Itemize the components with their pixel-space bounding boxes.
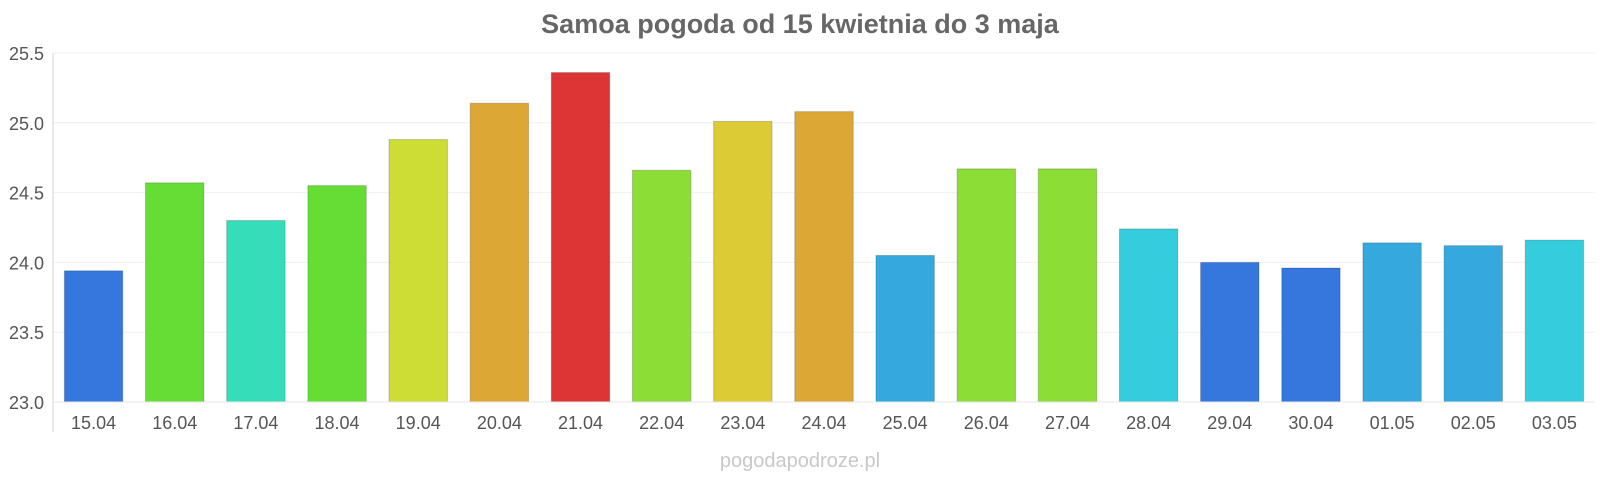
y-tick-label: 24.5 [9, 184, 44, 204]
x-tick-label: 19.04 [396, 413, 441, 433]
bar-30.04[interactable] [1281, 267, 1341, 403]
bar-26.04[interactable] [956, 168, 1017, 403]
bar-01.05[interactable] [1362, 242, 1422, 403]
watermark: pogodapodroze.pl [720, 450, 880, 472]
x-tick-label: 16.04 [152, 413, 197, 433]
y-axis: 23.0 23.5 24.0 24.5 25.0 25.5 [9, 44, 54, 432]
x-tick-label: 22.04 [639, 413, 684, 433]
bar-23.04[interactable] [713, 120, 773, 403]
x-axis: 15.04 16.04 17.04 18.04 19.04 20.04 21.04 22.04… [53, 401, 1595, 433]
x-tick-label: 23.04 [720, 413, 765, 433]
bar-19.04[interactable] [388, 139, 448, 403]
x-tick-label: 15.04 [71, 413, 116, 433]
x-tick-label: 18.04 [315, 413, 360, 433]
x-tick-label: 27.04 [1045, 413, 1090, 433]
bar-15.04[interactable] [63, 270, 124, 403]
x-tick-label: 30.04 [1288, 413, 1333, 433]
bar-28.04[interactable] [1118, 228, 1179, 403]
bar-18.04[interactable] [307, 185, 367, 403]
bars [63, 72, 1585, 403]
x-tick-label: 28.04 [1126, 413, 1171, 433]
y-tick-label: 23.5 [9, 323, 44, 343]
x-tick-label: 29.04 [1207, 413, 1252, 433]
bar-27.04[interactable] [1037, 168, 1098, 403]
bar-03.05[interactable] [1524, 239, 1585, 403]
x-tick-label: 24.04 [801, 413, 846, 433]
bar-16.04[interactable] [145, 182, 205, 403]
bar-21.04[interactable] [550, 72, 611, 403]
y-tick-label: 25.5 [9, 44, 44, 64]
x-tick-label: 01.05 [1370, 413, 1415, 433]
bar-25.04[interactable] [875, 254, 935, 403]
x-tick-label: 25.04 [883, 413, 928, 433]
bar-17.04[interactable] [226, 220, 286, 403]
y-tick-label: 25.0 [9, 114, 44, 134]
y-tick-label: 23.0 [9, 393, 44, 413]
x-tick-label: 21.04 [558, 413, 603, 433]
y-tick-label: 24.0 [9, 253, 44, 273]
chart-title: Samoa pogoda od 15 kwietnia do 3 maja [541, 9, 1060, 39]
bar-29.04[interactable] [1200, 261, 1260, 403]
x-tick-label: 17.04 [233, 413, 278, 433]
bar-22.04[interactable] [631, 169, 692, 403]
bar-24.04[interactable] [794, 111, 854, 403]
x-tick-label: 26.04 [964, 413, 1009, 433]
x-tick-label: 20.04 [477, 413, 522, 433]
bar-02.05[interactable] [1443, 245, 1503, 403]
x-tick-label: 02.05 [1451, 413, 1496, 433]
bar-20.04[interactable] [469, 102, 530, 403]
x-tick-label: 03.05 [1532, 413, 1577, 433]
